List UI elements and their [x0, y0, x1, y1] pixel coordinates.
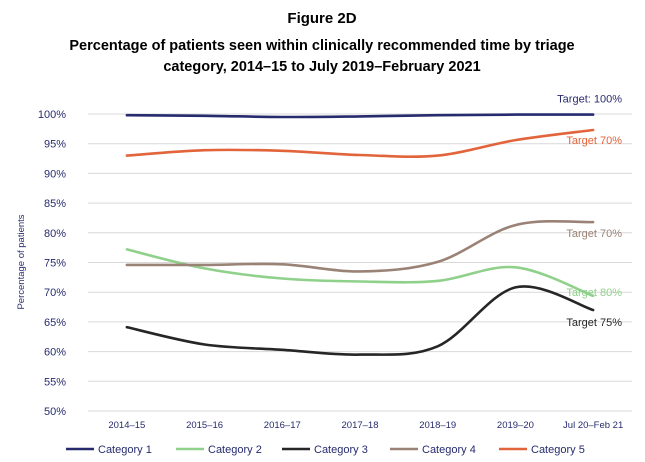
legend: Category 1 Category 2 Category 3 Category 4…: [66, 444, 585, 456]
y-tick-label: 50%: [44, 406, 66, 418]
x-tick-label: 2018–19: [419, 420, 456, 431]
gridlines: [88, 113, 632, 412]
x-tick-labels: 2014–15 2015–16 2016–17 2017–18 2018–19 2019–…: [108, 420, 623, 431]
series-line-3: [125, 285, 595, 356]
y-tick-labels: 50% 55% 60% 65% 70% 75% 80% 85% 90% 95% 100%: [38, 109, 66, 418]
y-tick-label: 80%: [44, 228, 66, 240]
legend-label: Category 3: [314, 444, 368, 456]
x-tick-label: 2019–20: [497, 420, 534, 431]
y-axis-label: Percentage of patients: [16, 214, 27, 309]
target-annotation: Target: 100%: [557, 94, 622, 106]
chart-title-line-1: Percentage of patients seen within clini…: [69, 38, 574, 54]
target-annotations: Target: 100% Target 70% Target 70% Target 8…: [557, 94, 622, 329]
target-annotation: Target 80%: [566, 287, 622, 299]
y-tick-label: 60%: [44, 347, 66, 359]
x-tick-label: Jul 20–Feb 21: [563, 420, 623, 431]
figure-label: Figure 2D: [287, 10, 356, 27]
y-tick-label: 95%: [44, 139, 66, 151]
target-annotation: Target 70%: [566, 228, 622, 240]
y-tick-label: 100%: [38, 109, 66, 121]
y-tick-label: 70%: [44, 287, 66, 299]
x-tick-label: 2016–17: [264, 420, 301, 431]
x-tick-label: 2015–16: [186, 420, 223, 431]
legend-label: Category 5: [531, 444, 585, 456]
y-tick-label: 90%: [44, 168, 66, 180]
x-tick-label: 2014–15: [108, 420, 145, 431]
series-line-2: [125, 248, 595, 298]
y-tick-label: 55%: [44, 376, 66, 388]
series-line-1: [125, 113, 595, 119]
y-tick-label: 75%: [44, 258, 66, 270]
legend-label: Category 4: [422, 444, 476, 456]
x-tick-label: 2017–18: [342, 420, 379, 431]
series-lines: [125, 113, 595, 356]
series-line-5: [125, 128, 595, 159]
y-tick-label: 85%: [44, 198, 66, 210]
legend-label: Category 2: [208, 444, 262, 456]
target-annotation: Target 75%: [566, 317, 622, 329]
legend-label: Category 1: [98, 444, 152, 456]
chart-title-line-2: category, 2014–15 to July 2019–February …: [163, 59, 480, 75]
y-tick-label: 65%: [44, 317, 66, 329]
target-annotation: Target 70%: [566, 135, 622, 147]
series-line-4: [125, 219, 595, 273]
